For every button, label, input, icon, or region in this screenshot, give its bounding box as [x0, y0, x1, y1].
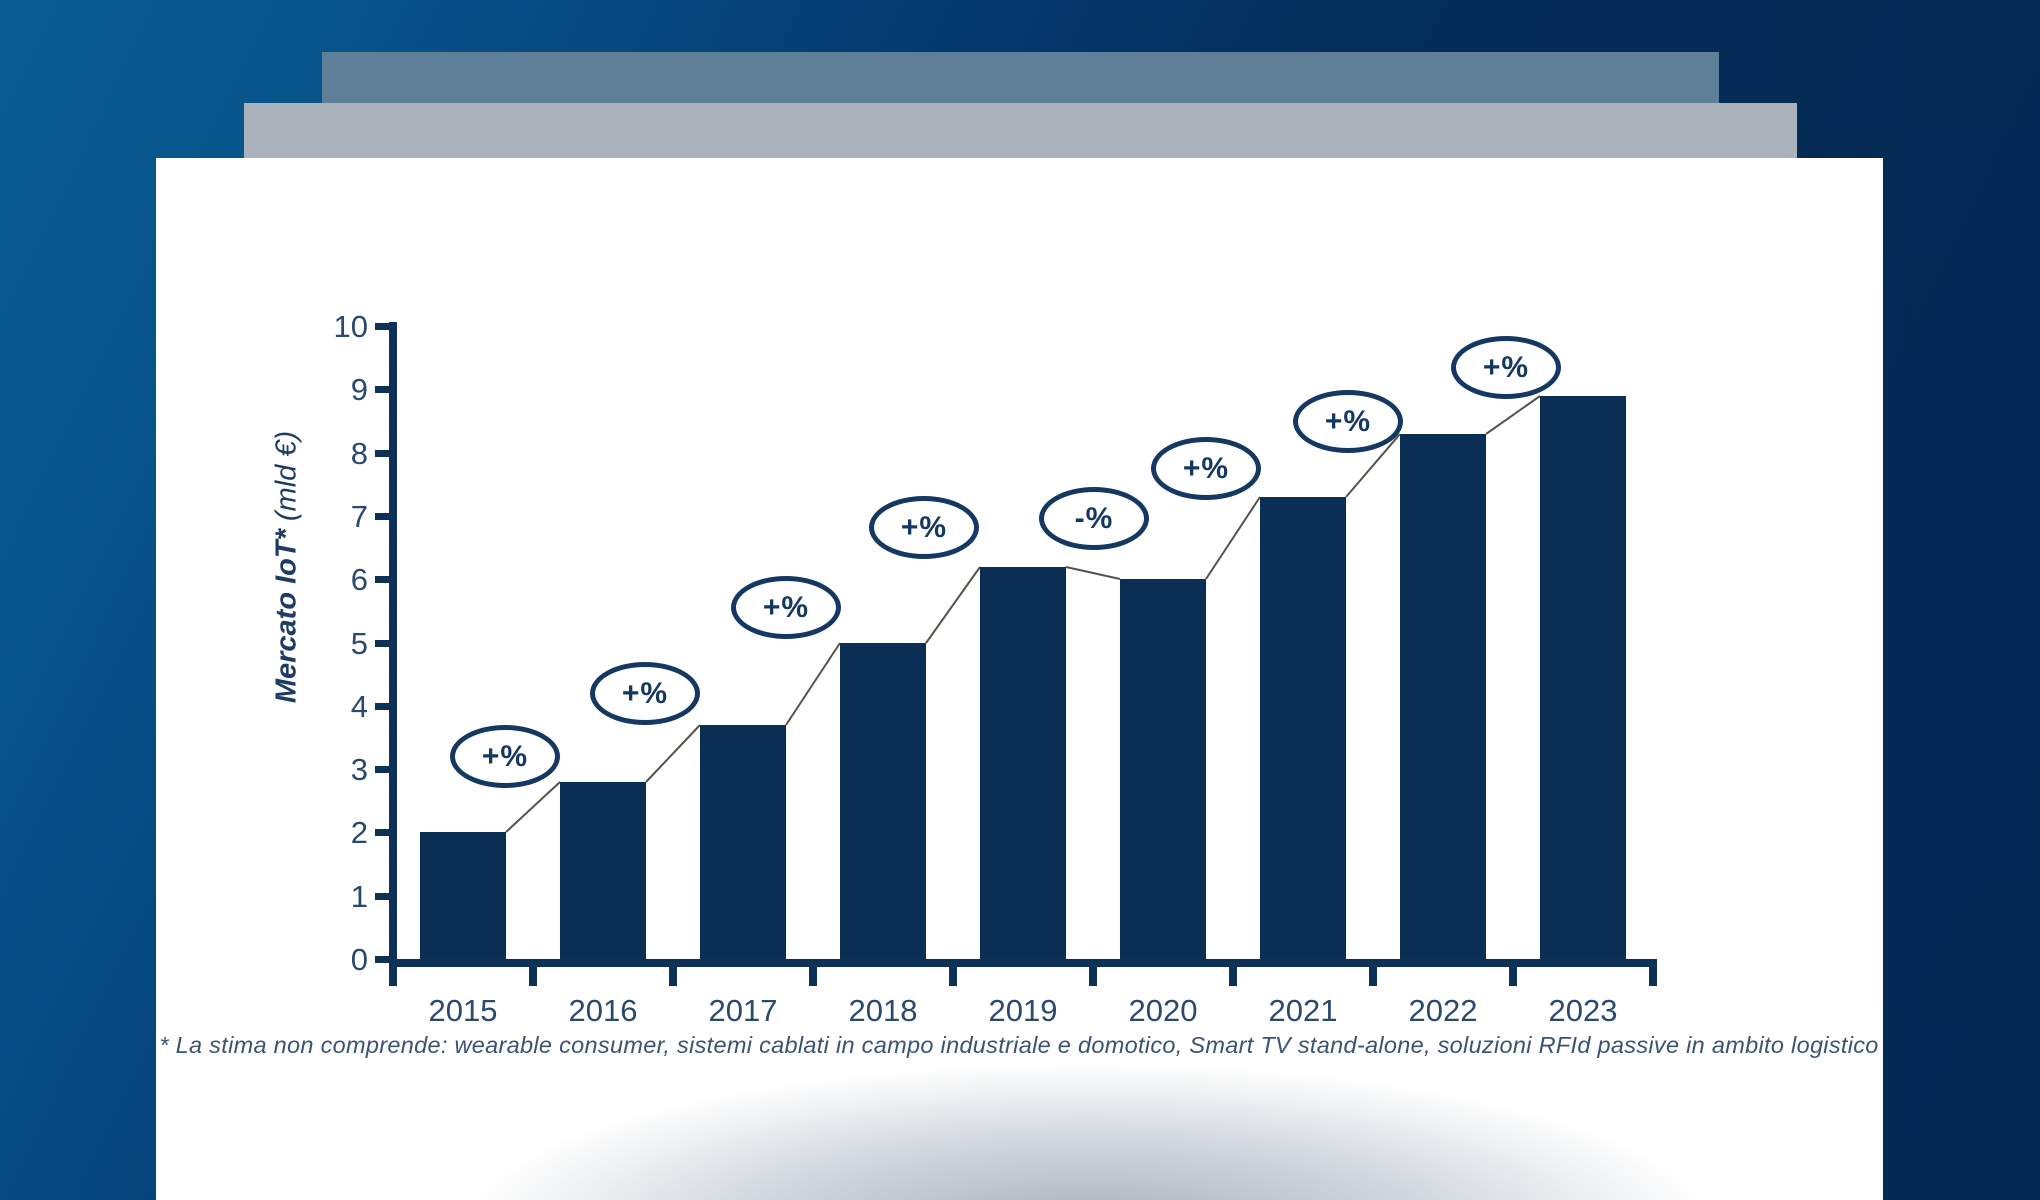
- chart-footnote: * La stima non comprende: wearable consu…: [159, 1032, 1879, 1058]
- x-axis-label-2015: 2015: [428, 993, 498, 1028]
- x-axis-label-2020: 2020: [1128, 993, 1198, 1028]
- bar-2015: [420, 832, 506, 959]
- x-axis-label-2022: 2022: [1408, 993, 1478, 1028]
- x-axis-label-2019: 2019: [988, 993, 1058, 1028]
- x-axis-line: [389, 959, 1656, 967]
- x-axis-tick-5: [1089, 959, 1097, 986]
- y-axis-label-4: 4: [350, 689, 368, 724]
- y-axis-line: [389, 322, 397, 967]
- bar-2016: [560, 782, 646, 959]
- y-axis-tick-7: [375, 513, 391, 520]
- y-axis-label-6: 6: [350, 562, 368, 597]
- y-axis-label-8: 8: [350, 436, 368, 471]
- x-axis-tick-6: [1229, 959, 1237, 986]
- y-axis-label-3: 3: [350, 752, 368, 787]
- stacked-page-back: [322, 52, 1719, 103]
- y-axis-tick-6: [375, 576, 391, 583]
- bar-2021: [1260, 497, 1346, 959]
- x-axis-tick-9: [1649, 959, 1657, 986]
- bar-2019: [980, 567, 1066, 959]
- growth-badge-2017-2018: +%: [731, 576, 841, 639]
- y-axis-tick-10: [375, 323, 391, 330]
- bar-2022: [1400, 434, 1486, 959]
- y-axis-label-2: 2: [350, 815, 368, 850]
- stacked-page-middle: [244, 103, 1797, 158]
- x-axis-tick-2: [669, 959, 677, 986]
- x-axis-tick-4: [949, 959, 957, 986]
- bar-2023: [1540, 396, 1626, 959]
- x-axis-tick-1: [529, 959, 537, 986]
- y-axis-label-0: 0: [350, 942, 368, 977]
- y-axis-tick-0: [375, 956, 391, 963]
- y-axis-tick-4: [375, 703, 391, 710]
- y-axis-tick-3: [375, 766, 391, 773]
- x-axis-label-2017: 2017: [708, 993, 778, 1028]
- growth-badge-2020-2021: +%: [1151, 437, 1261, 500]
- y-axis-tick-2: [375, 829, 391, 836]
- y-axis-tick-8: [375, 450, 391, 457]
- x-axis-tick-8: [1509, 959, 1517, 986]
- y-axis-title-main: Mercato IoT*: [270, 529, 303, 704]
- x-axis-tick-7: [1369, 959, 1377, 986]
- x-axis-label-2016: 2016: [568, 993, 638, 1028]
- y-axis-label-5: 5: [350, 626, 368, 661]
- y-axis-tick-9: [375, 386, 391, 393]
- x-axis-label-2021: 2021: [1268, 993, 1338, 1028]
- y-axis-label-10: 10: [333, 309, 368, 344]
- bar-2017: [700, 725, 786, 959]
- x-axis-label-2023: 2023: [1548, 993, 1618, 1028]
- growth-badge-2021-2022: +%: [1293, 390, 1403, 453]
- y-axis-label-9: 9: [350, 372, 368, 407]
- y-axis-tick-1: [375, 893, 391, 900]
- y-axis-tick-5: [375, 640, 391, 647]
- bar-2020: [1120, 579, 1206, 959]
- growth-badge-2015-2016: +%: [450, 725, 560, 788]
- bar-2018: [840, 643, 926, 959]
- y-axis-label-7: 7: [350, 499, 368, 534]
- y-axis-label-1: 1: [350, 879, 368, 914]
- growth-badge-2022-2023: +%: [1451, 336, 1561, 399]
- growth-badge-2016-2017: +%: [590, 662, 700, 725]
- growth-badge-2018-2019: +%: [869, 496, 979, 559]
- growth-badge-2019-2020: -%: [1039, 487, 1149, 550]
- x-axis-tick-0: [389, 959, 397, 986]
- x-axis-label-2018: 2018: [848, 993, 918, 1028]
- x-axis-tick-3: [809, 959, 817, 986]
